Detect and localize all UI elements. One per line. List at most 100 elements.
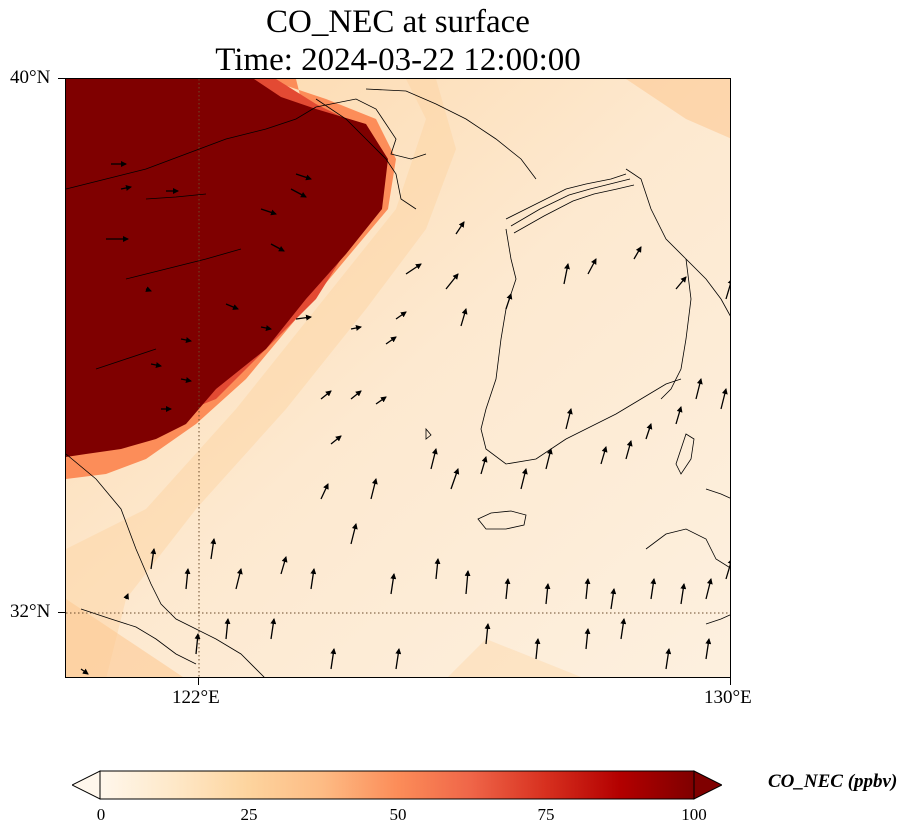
- y-tick-mark-40n: [58, 78, 65, 79]
- map-canvas: [66, 79, 730, 677]
- wind-arrow: [395, 648, 402, 670]
- wind-arrow: [310, 568, 317, 590]
- colorbar: [72, 770, 722, 800]
- wind-arrow: [610, 588, 617, 610]
- wind-arrow: [385, 336, 397, 345]
- wind-arrow: [320, 483, 329, 500]
- wind-arrow: [370, 478, 378, 500]
- wind-arrow: [600, 446, 608, 465]
- saturated-plume: [66, 79, 388, 457]
- wind-arrow: [725, 558, 730, 580]
- wind-arrow: [210, 538, 217, 560]
- wind-arrow: [563, 263, 570, 285]
- wind-arrow: [184, 568, 191, 590]
- x-tick-label-130e: 130°E: [704, 687, 752, 708]
- wind-arrow: [620, 618, 627, 640]
- wind-arrow: [625, 440, 633, 460]
- colorbar-gradient: [99, 770, 695, 800]
- wind-arrow: [675, 276, 687, 290]
- x-tick-label-122e: 122°E: [172, 687, 220, 708]
- wind-arrow: [224, 618, 231, 640]
- wind-arrow: [225, 303, 239, 310]
- map-panel: [65, 78, 731, 678]
- wind-arrow: [434, 558, 441, 580]
- concentration-field: [66, 79, 730, 677]
- graticule: [66, 79, 730, 677]
- colorbar-max-extend: [693, 770, 722, 800]
- wind-arrow: [194, 633, 201, 655]
- wind-arrow: [270, 618, 277, 640]
- wind-arrow: [480, 456, 488, 475]
- y-tick-label-32n: 32°N: [10, 601, 51, 622]
- wind-arrow: [460, 308, 468, 327]
- wind-arrow: [680, 583, 687, 605]
- wind-arrow: [505, 293, 513, 310]
- y-tick-label-40n: 40°N: [10, 67, 51, 88]
- wind-arrow: [633, 246, 642, 260]
- colorbar-tick-75: 75: [537, 805, 555, 824]
- y-tick-mark-32n: [58, 612, 65, 613]
- wind-arrow: [544, 583, 551, 605]
- wind-arrow: [123, 593, 129, 600]
- wind-arrow: [695, 378, 703, 400]
- wind-arrow: [145, 286, 152, 292]
- wind-arrow: [405, 263, 422, 275]
- wind-arrow: [720, 388, 728, 410]
- wind-arrow: [260, 325, 272, 331]
- wind-arrow: [450, 468, 460, 490]
- wind-arrow: [484, 623, 491, 645]
- wind-arrow: [390, 573, 397, 595]
- wind-arrow: [350, 390, 362, 400]
- wind-arrow: [565, 408, 573, 430]
- wind-arrow: [350, 325, 362, 331]
- wind-arrow: [330, 435, 342, 445]
- wind-arrow: [665, 648, 672, 670]
- wind-arrow: [375, 396, 387, 405]
- x-tick-mark-122e: [198, 678, 199, 685]
- wind-arrow: [455, 221, 465, 235]
- wind-arrow: [464, 570, 471, 595]
- wind-arrow: [587, 258, 597, 275]
- wind-arrow: [584, 578, 591, 600]
- wind-arrow: [504, 578, 511, 600]
- wind-arrow: [270, 243, 285, 252]
- wind-arrow: [260, 208, 277, 216]
- wind-arrow: [395, 311, 407, 320]
- wind-arrow: [705, 578, 713, 600]
- wind-arrow: [534, 638, 541, 660]
- wind-arrow: [350, 523, 358, 545]
- wind-arrow: [650, 578, 657, 600]
- wind-arrow: [235, 568, 243, 590]
- colorbar-tick-25: 25: [240, 805, 258, 824]
- wind-arrow: [120, 185, 132, 191]
- map-time-label: Time: 2024-03-22 12:00:00: [215, 42, 581, 78]
- wind-arrow: [290, 188, 307, 198]
- wind-arrow: [280, 556, 288, 575]
- wind-arrow: [584, 628, 591, 650]
- map-title: CO_NEC at surface: [266, 4, 530, 40]
- wind-arrow: [330, 648, 337, 670]
- wind-arrow: [180, 377, 192, 383]
- wind-arrow: [295, 314, 312, 321]
- colorbar-label: CO_NEC (ppbv): [768, 771, 898, 792]
- wind-arrow: [295, 173, 312, 181]
- x-tick-mark-130e: [730, 678, 731, 685]
- wind-arrow: [645, 423, 653, 440]
- wind-arrow: [675, 406, 683, 425]
- wind-vectors: [80, 161, 730, 675]
- colorbar-min-extend: [72, 770, 101, 800]
- wind-arrow: [80, 668, 89, 675]
- wind-arrow: [445, 273, 459, 290]
- wind-arrow: [180, 337, 192, 343]
- wind-arrow: [520, 468, 528, 490]
- wind-arrow: [705, 638, 712, 660]
- wind-arrow: [150, 362, 162, 368]
- wind-arrow: [545, 448, 553, 470]
- colorbar-tick-0: 0: [96, 805, 106, 824]
- colorbar-tick-100: 100: [681, 805, 707, 824]
- wind-arrow: [320, 390, 332, 400]
- colorbar-tick-50: 50: [389, 805, 407, 824]
- wind-arrow: [150, 548, 157, 570]
- wind-arrow: [430, 448, 438, 470]
- wind-arrow: [725, 278, 730, 300]
